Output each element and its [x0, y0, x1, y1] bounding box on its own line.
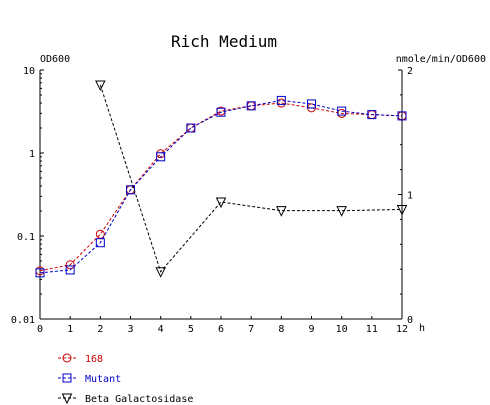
legend: 168 Mutant Beta Galactosidase [58, 353, 193, 405]
series-2-point [276, 206, 287, 217]
left-axis-label: OD600 [40, 54, 70, 65]
x-tick-label: 2 [97, 324, 103, 335]
right-tick-label: 1 [407, 191, 413, 202]
series-1-point [35, 268, 45, 278]
series-1-point [367, 110, 377, 120]
series-2-point [155, 267, 166, 278]
x-tick-label: 11 [366, 324, 378, 335]
series-line-0 [39, 102, 403, 272]
x-tick-label: 5 [188, 324, 194, 335]
series-1-point [337, 106, 347, 116]
series-0-point [65, 260, 75, 270]
x-tick-label: 3 [127, 324, 133, 335]
x-tick-label: 12 [396, 324, 408, 335]
series-1-point [65, 265, 75, 275]
x-tick-label: 6 [218, 324, 224, 335]
series-1-point [246, 101, 256, 111]
series-1-point [397, 111, 407, 121]
x-tick-label: 10 [336, 324, 348, 335]
legend-marker-0 [62, 353, 72, 363]
legend-marker-1 [62, 373, 72, 383]
plot-area [35, 80, 408, 278]
right-tick-label: 0 [407, 315, 413, 326]
right-tick-label: 2 [407, 66, 413, 77]
left-tick-label: 0.01 [11, 315, 35, 326]
series-1-point [95, 238, 105, 248]
x-tick-label: 7 [248, 324, 254, 335]
series-2-point [215, 197, 227, 209]
series-1-point [216, 107, 226, 117]
series-1-point [307, 99, 316, 109]
left-tick-label: 10 [23, 66, 35, 77]
series-2-point [95, 80, 106, 92]
legend-marker-2 [61, 393, 73, 405]
series-1-point [276, 95, 286, 105]
series-line-1 [39, 99, 403, 274]
x-tick-label: 9 [308, 324, 314, 335]
legend-label-2: Beta Galactosidase [85, 394, 193, 405]
x-tick-label: 4 [158, 324, 164, 335]
legend-label-0: 168 [85, 354, 103, 365]
series-2-point [396, 204, 408, 216]
right-axis-label: nmole/min/OD600 [396, 54, 486, 65]
x-tick-label: 0 [37, 324, 43, 335]
legend-label-1: Mutant [85, 374, 121, 385]
x-axis-label: h [419, 323, 425, 334]
x-tick-label: 1 [67, 324, 73, 335]
chart-title: Rich Medium [171, 32, 277, 51]
series-0-point [186, 123, 196, 133]
series-1-point [186, 123, 196, 133]
left-tick-label: 0.1 [17, 232, 35, 243]
series-2-point [336, 206, 347, 217]
left-tick-label: 1 [29, 149, 35, 160]
x-tick-label: 8 [278, 324, 284, 335]
series-1-point [156, 152, 166, 162]
